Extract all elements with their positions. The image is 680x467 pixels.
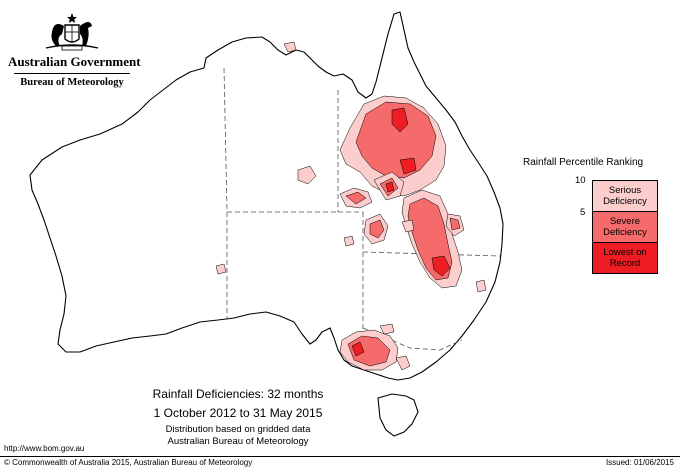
website-url: http://www.bom.gov.au — [4, 444, 85, 453]
government-logo: Australian Government Bureau of Meteorol… — [8, 12, 141, 88]
legend-lowest-on-record: Lowest on Record — [592, 242, 658, 274]
coat-of-arms-icon — [45, 13, 99, 51]
map-data-note: Distribution based on gridded data — [165, 424, 311, 435]
legend-title: Rainfall Percentile Ranking — [523, 157, 644, 168]
copyright-text: © Commonwealth of Australia 2015, Austra… — [4, 458, 253, 467]
legend-tick-5: 5 — [580, 207, 586, 218]
logo-divider — [14, 73, 130, 74]
issued-date: Issued: 01/06/2015 — [605, 458, 674, 467]
footer-divider — [0, 456, 680, 457]
map-source-note: Australian Bureau of Meteorology — [167, 436, 309, 447]
legend-serious-deficiency: Serious Deficiency — [592, 180, 658, 212]
tasmania-outline — [377, 393, 419, 437]
map-date-range: 1 October 2012 to 31 May 2015 — [153, 406, 323, 420]
legend-tick-10: 10 — [575, 175, 586, 186]
bureau-name: Bureau of Meteorology — [20, 77, 124, 88]
government-name: Australian Government — [8, 54, 141, 69]
map-title: Rainfall Deficiencies: 32 months — [152, 387, 324, 401]
legend-severe-deficiency: Severe Deficiency — [592, 211, 658, 243]
deficiency-regions — [215, 41, 487, 371]
